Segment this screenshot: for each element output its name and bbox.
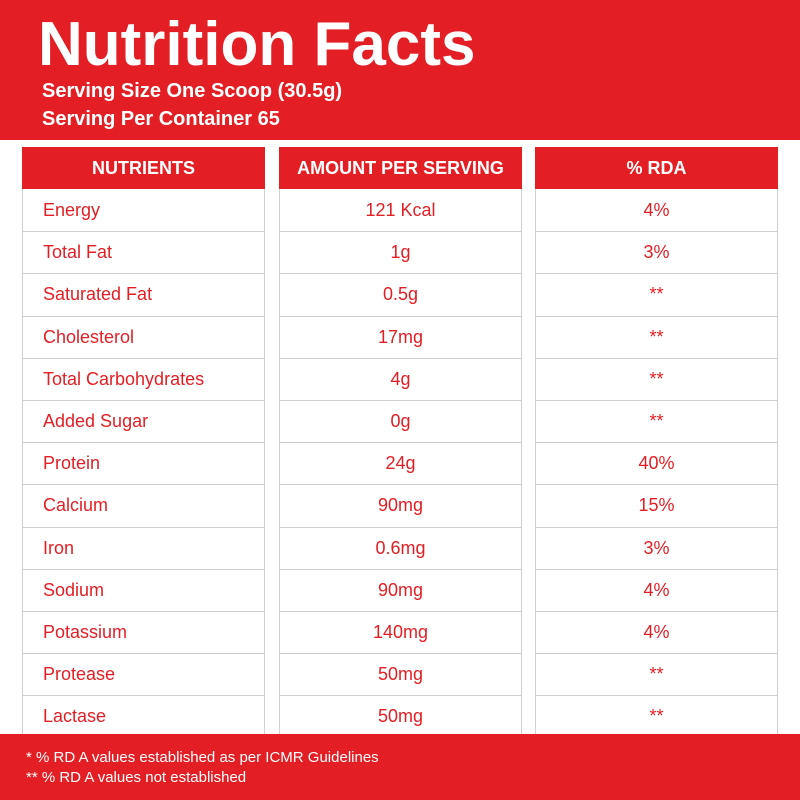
- amount-cell: 50mg: [280, 653, 521, 695]
- rda-cell: **: [536, 357, 777, 400]
- serving-size: Serving Size One Scoop (30.5g): [42, 80, 343, 102]
- amount-cell: 0.5g: [280, 273, 521, 315]
- nutrients-column: NUTRIENTS Energy Total Fat Saturated Fat Ch…: [22, 147, 265, 739]
- page-title: Nutrition Facts: [38, 10, 476, 79]
- nutrient-cell: Sodium: [23, 568, 264, 611]
- amount-cell: 50mg: [280, 695, 521, 737]
- column-header-rda: % RDA: [535, 147, 778, 189]
- amount-cell: 140mg: [280, 610, 521, 653]
- nutrient-cell: Protein: [23, 442, 264, 484]
- servings-per-container: Serving Per Container 65: [42, 108, 280, 130]
- nutrient-cell: Added Sugar: [23, 399, 264, 442]
- amount-cell: 4g: [280, 357, 521, 400]
- column-header-nutrients: NUTRIENTS: [22, 147, 265, 189]
- amount-cell: 17mg: [280, 315, 521, 358]
- rda-cell: **: [536, 399, 777, 442]
- nutrient-cell: Iron: [23, 526, 264, 569]
- nutrient-cell: Total Fat: [23, 231, 264, 273]
- nutrient-cell: Protease: [23, 653, 264, 695]
- rda-cell: 3%: [536, 526, 777, 569]
- footnote-established: * % RD A values established as per ICMR …: [26, 749, 379, 766]
- rda-cell: 4%: [643, 199, 670, 220]
- rda-rows: 4% 3% ** ** ** ** 40% 15% 3% 4% 4% ** **: [535, 189, 778, 739]
- amount-cell: 24g: [280, 442, 521, 484]
- rda-cell: 3%: [536, 231, 777, 273]
- nutrient-cell: Calcium: [23, 484, 264, 526]
- nutrient-cell: Cholesterol: [23, 315, 264, 358]
- rda-cell: 40%: [536, 442, 777, 484]
- nutrient-cell: Potassium: [23, 610, 264, 653]
- rda-cell: 4%: [536, 610, 777, 653]
- nutrients-rows: Energy Total Fat Saturated Fat Cholesterol T…: [22, 189, 265, 739]
- amount-column: AMOUNT PER SERVING 121 Kcal 1g 0.5g 17mg 4g 0…: [279, 147, 522, 739]
- rda-cell: **: [536, 653, 777, 695]
- rda-cell: **: [536, 273, 777, 315]
- rda-cell: 15%: [536, 484, 777, 526]
- amount-cell: 121 Kcal: [365, 199, 436, 220]
- nutrient-cell: Lactase: [23, 695, 264, 737]
- amount-cell: 0.6mg: [280, 526, 521, 569]
- amount-cell: 0g: [280, 399, 521, 442]
- rda-cell: 4%: [536, 568, 777, 611]
- header-banner: [0, 0, 800, 140]
- footnote-not-established: ** % RD A values not established: [26, 769, 247, 786]
- amount-rows: 121 Kcal 1g 0.5g 17mg 4g 0g 24g 90mg 0.6mg 90mg 14…: [279, 189, 522, 739]
- rda-cell: **: [536, 315, 777, 358]
- footer-banner: [0, 734, 800, 800]
- amount-cell: 90mg: [280, 484, 521, 526]
- rda-cell: **: [536, 695, 777, 737]
- amount-cell: 90mg: [280, 568, 521, 611]
- nutrient-cell: Total Carbohydrates: [23, 357, 264, 400]
- nutrient-cell: Saturated Fat: [23, 273, 264, 315]
- rda-column: % RDA 4% 3% ** ** ** ** 40% 15% 3% 4% 4% ** **: [535, 147, 778, 739]
- nutrient-cell: Energy: [43, 199, 101, 220]
- amount-cell: 1g: [280, 231, 521, 273]
- column-header-amount: AMOUNT PER SERVING: [279, 147, 522, 189]
